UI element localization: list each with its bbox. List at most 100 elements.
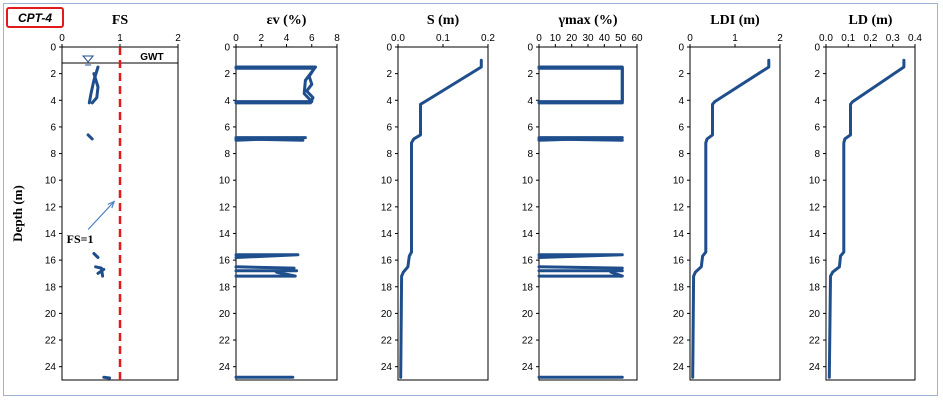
x-tick-label: 4 — [284, 33, 290, 44]
y-tick-label: 12 — [219, 202, 231, 213]
x-tick-label: 1 — [732, 33, 738, 44]
y-tick-label: 20 — [809, 309, 821, 320]
panel-title: S (m) — [427, 13, 460, 28]
plot-area — [825, 46, 916, 381]
y-tick-label: 12 — [45, 202, 57, 213]
data-series-line — [96, 267, 106, 275]
y-tick-label: 8 — [678, 149, 684, 160]
data-series-line — [537, 65, 624, 105]
y-tick-label: 6 — [50, 122, 56, 133]
y-tick-label: 16 — [219, 256, 231, 267]
y-tick-label: 24 — [522, 362, 534, 373]
data-series-line — [234, 65, 317, 104]
y-tick-label: 24 — [809, 362, 821, 373]
x-tick-label: 2 — [258, 33, 264, 44]
y-tick-label: 12 — [673, 202, 685, 213]
y-tick-label: 18 — [381, 282, 393, 293]
panel-title: γmax (%) — [557, 13, 617, 28]
panel-title: LDI (m) — [710, 13, 760, 28]
y-tick-label: 12 — [522, 202, 534, 213]
y-tick-label: 18 — [809, 282, 821, 293]
y-tick-label: 18 — [219, 282, 231, 293]
y-tick-label: 14 — [809, 229, 821, 240]
x-tick-label: 0 — [233, 33, 239, 44]
y-tick-label: 22 — [522, 336, 534, 347]
y-tick-label: 2 — [814, 69, 820, 80]
y-tick-label: 0 — [678, 43, 684, 54]
x-tick-label: 0.1 — [436, 33, 450, 44]
y-tick-label: 20 — [381, 309, 393, 320]
y-tick-label: 14 — [381, 229, 393, 240]
x-tick-label: 0.1 — [841, 33, 855, 44]
y-tick-label: 0 — [814, 43, 820, 54]
y-tick-label: 2 — [224, 69, 230, 80]
figure-badge-label: CPT-4 — [18, 11, 52, 25]
x-tick-label: 0.0 — [391, 33, 405, 44]
y-tick-label: 4 — [50, 96, 56, 107]
y-tick-label: 24 — [45, 362, 57, 373]
y-tick-label: 22 — [809, 336, 821, 347]
y-axis-label: Depth (m) — [10, 185, 25, 242]
y-tick-label: 22 — [381, 336, 393, 347]
y-tick-label: 20 — [45, 309, 57, 320]
y-tick-label: 0 — [527, 43, 533, 54]
x-tick-label: 0 — [536, 33, 542, 44]
y-tick-label: 4 — [678, 96, 684, 107]
y-tick-label: 18 — [45, 282, 57, 293]
y-tick-label: 18 — [522, 282, 534, 293]
x-tick-label: 10 — [550, 33, 562, 44]
y-tick-label: 2 — [50, 69, 56, 80]
gwt-triangle-marker — [82, 55, 95, 63]
panel-gmax: γmax (%)0 10 20 30 40 50 600246810121416182022… — [522, 13, 643, 381]
gwt-label: GWT — [140, 52, 163, 63]
data-series-line — [102, 375, 112, 380]
y-tick-label: 0 — [224, 43, 230, 54]
figure-badge-box — [6, 7, 64, 28]
y-tick-label: 16 — [45, 256, 57, 267]
x-tick-label: 0 — [59, 33, 65, 44]
y-tick-label: 16 — [673, 256, 685, 267]
panel-ld: LD (m)0.0 0.1 0.2 0.3 0.40246810121416182022… — [809, 13, 922, 381]
y-tick-label: 2 — [527, 69, 533, 80]
data-series-line — [92, 252, 100, 259]
data-series-line — [691, 58, 771, 379]
y-tick-label: 12 — [381, 202, 393, 213]
y-tick-label: 10 — [219, 176, 231, 187]
y-tick-label: 14 — [219, 229, 231, 240]
x-tick-label: 0.0 — [819, 33, 833, 44]
y-tick-label: 6 — [814, 122, 820, 133]
x-tick-label: 60 — [631, 33, 643, 44]
y-tick-label: 10 — [45, 176, 57, 187]
y-tick-label: 6 — [386, 122, 392, 133]
y-tick-label: 24 — [673, 362, 685, 373]
y-tick-label: 4 — [386, 96, 392, 107]
figure-badge: CPT-4 — [6, 7, 64, 28]
y-tick-label: 6 — [527, 122, 533, 133]
x-tick-label: 0.3 — [886, 33, 900, 44]
y-tick-label: 22 — [45, 336, 57, 347]
y-tick-label: 10 — [673, 176, 685, 187]
figure-frame — [3, 3, 938, 396]
x-tick-label: 2 — [777, 33, 783, 44]
y-tick-label: 4 — [224, 96, 230, 107]
x-tick-label: 0.2 — [481, 33, 495, 44]
y-tick-label: 2 — [386, 69, 392, 80]
data-series-line — [94, 265, 105, 278]
data-series-line — [90, 72, 100, 105]
panel-title: FS — [112, 13, 129, 28]
plot-area — [235, 46, 338, 381]
x-tick-label: 40 — [599, 33, 611, 44]
y-tick-label: 14 — [673, 229, 685, 240]
y-tick-label: 20 — [522, 309, 534, 320]
data-series-line — [234, 253, 300, 259]
y-tick-label: 24 — [381, 362, 393, 373]
data-series-line — [537, 253, 624, 259]
y-tick-label: 16 — [522, 256, 534, 267]
y-tick-label: 22 — [673, 336, 685, 347]
y-tick-label: 8 — [224, 149, 230, 160]
x-tick-label: 50 — [615, 33, 627, 44]
